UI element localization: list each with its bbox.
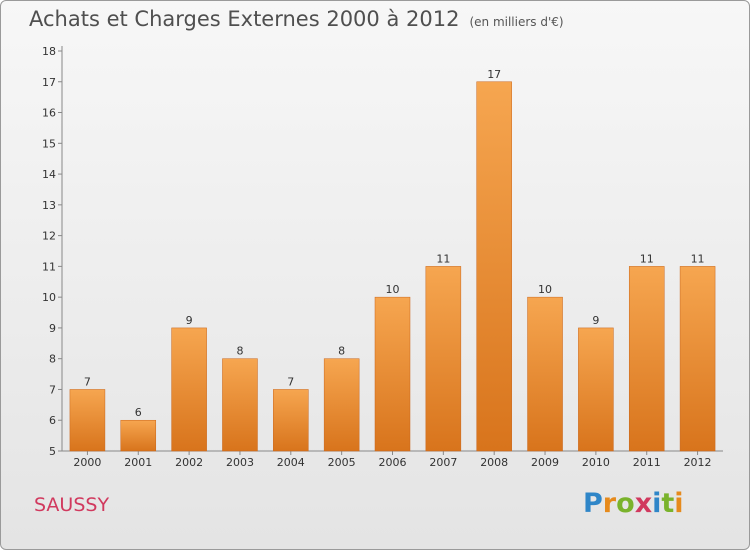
x-tick-label: 2003 <box>226 456 254 469</box>
y-tick-label: 18 <box>42 45 56 58</box>
logo-letter: i <box>674 488 684 519</box>
x-tick-label: 2000 <box>73 456 101 469</box>
bar-value-label: 8 <box>236 345 243 358</box>
y-tick-label: 10 <box>42 291 56 304</box>
y-tick-label: 14 <box>42 168 56 181</box>
town-name: SAUSSY <box>34 494 110 516</box>
chart-title-text: Achats et Charges Externes 2000 à 2012 <box>29 7 460 31</box>
x-tick-label: 2004 <box>277 456 305 469</box>
y-tick-label: 5 <box>49 445 56 458</box>
bar-value-label: 9 <box>186 314 193 327</box>
bar <box>527 296 563 452</box>
y-tick-label: 13 <box>42 199 56 212</box>
logo-letter: o <box>616 488 635 519</box>
bar <box>679 266 716 452</box>
x-tick-label: 2009 <box>531 456 559 469</box>
y-tick-label: 16 <box>42 107 56 120</box>
x-tick-label: 2012 <box>684 456 712 469</box>
bar <box>578 327 614 452</box>
bar <box>120 419 157 452</box>
x-tick-label: 2010 <box>582 456 610 469</box>
x-tick-label: 2006 <box>379 456 407 469</box>
x-tick-label: 2011 <box>633 456 661 469</box>
y-tick-label: 7 <box>49 383 56 396</box>
bar-value-label: 8 <box>338 345 345 358</box>
bar-value-label: 9 <box>592 314 599 327</box>
y-tick-label: 12 <box>42 230 56 243</box>
bar <box>171 327 207 452</box>
bar <box>476 81 512 452</box>
y-tick-label: 15 <box>42 137 56 150</box>
bar-value-label: 7 <box>287 375 294 388</box>
bar <box>323 358 360 452</box>
proxiti-logo[interactable]: Proxiti <box>583 488 684 519</box>
y-tick-label: 6 <box>49 414 56 427</box>
logo-letter: P <box>583 488 603 519</box>
bar-value-label: 10 <box>538 283 552 296</box>
bar <box>222 358 258 452</box>
x-tick-label: 2005 <box>328 456 356 469</box>
x-tick-label: 2001 <box>124 456 152 469</box>
bar-value-label: 11 <box>640 252 654 265</box>
y-tick-label: 17 <box>42 76 56 89</box>
bar <box>69 389 106 452</box>
bar-value-label: 7 <box>84 375 91 388</box>
chart-bars: 7 6 9 8 7 8 10 11 17 10 9 11 11 <box>69 68 716 452</box>
x-tick-label: 2007 <box>429 456 457 469</box>
x-tick-label: 2008 <box>480 456 508 469</box>
x-tick-label: 2002 <box>175 456 203 469</box>
bar <box>374 296 411 452</box>
chart-title: Achats et Charges Externes 2000 à 2012 (e… <box>29 7 564 31</box>
bar <box>273 389 309 452</box>
y-tick-label: 11 <box>42 260 56 273</box>
bar <box>425 266 462 452</box>
bar-value-label: 6 <box>135 406 142 419</box>
bar-value-label: 11 <box>436 252 450 265</box>
y-tick-label: 9 <box>49 322 56 335</box>
bar-value-label: 11 <box>691 252 705 265</box>
chart-axes: 5 6 7 8 9 10 11 12 13 14 15 16 17 18 2000 2001 2002 2003 2… <box>42 45 723 469</box>
y-tick-label: 8 <box>49 353 56 366</box>
chart-unit: (en milliers d'€) <box>469 15 564 29</box>
logo-letter: t <box>661 488 675 519</box>
bar <box>628 266 665 452</box>
bar-value-label: 10 <box>386 283 400 296</box>
logo-letter: r <box>602 488 617 519</box>
logo-letter: i <box>652 488 662 519</box>
logo-letter: x <box>634 488 653 519</box>
bar-value-label: 17 <box>487 68 501 81</box>
